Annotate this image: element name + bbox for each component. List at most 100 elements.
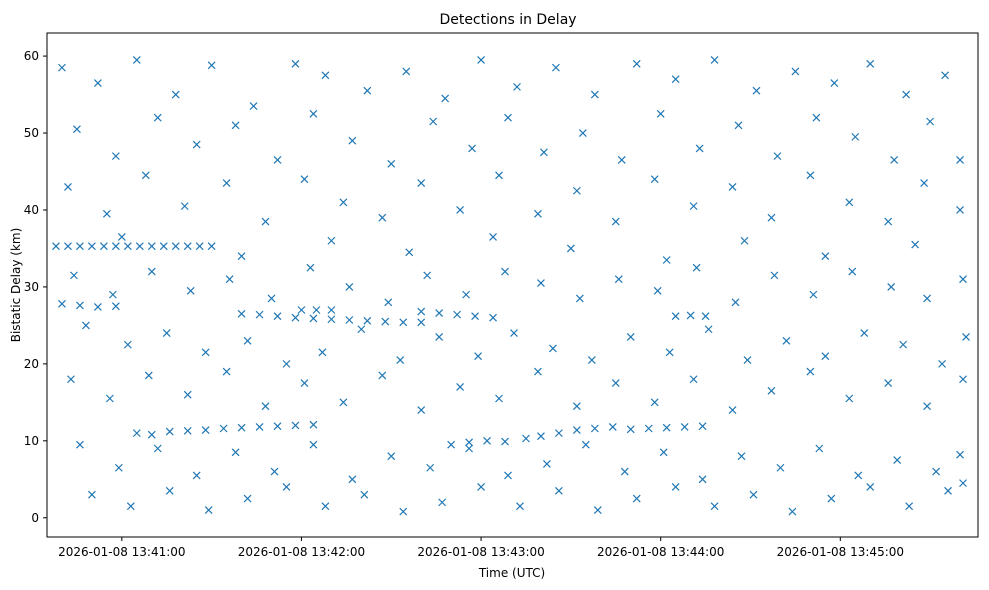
- data-point: [806, 367, 815, 376]
- data-point: [438, 498, 447, 507]
- data-point: [52, 242, 60, 251]
- data-point: [938, 359, 947, 368]
- data-point: [653, 286, 662, 295]
- data-point: [471, 312, 480, 321]
- x-tick-label: 2026-01-08 13:41:00: [58, 545, 185, 559]
- data-point: [554, 486, 563, 495]
- data-point: [689, 375, 698, 384]
- data-point: [884, 379, 893, 388]
- data-point: [701, 312, 710, 321]
- data-point: [501, 267, 509, 276]
- x-tick-label: 2026-01-08 13:44:00: [597, 545, 724, 559]
- data-point: [572, 186, 581, 195]
- data-point: [76, 301, 84, 310]
- data-point: [782, 336, 791, 345]
- data-point: [590, 90, 599, 99]
- data-point: [866, 59, 875, 68]
- data-point: [76, 440, 84, 449]
- data-point: [671, 312, 680, 321]
- data-point: [147, 430, 156, 439]
- data-point: [456, 383, 465, 391]
- data-point: [183, 426, 192, 435]
- data-point: [192, 471, 201, 480]
- data-point: [728, 406, 737, 414]
- data-point: [767, 213, 776, 222]
- data-point: [608, 423, 617, 431]
- data-point: [147, 267, 156, 276]
- data-point: [345, 316, 354, 324]
- data-point: [312, 306, 321, 314]
- data-point: [743, 356, 752, 364]
- data-point: [222, 367, 231, 376]
- data-point: [237, 423, 246, 432]
- data-point: [776, 463, 785, 472]
- data-point: [510, 329, 518, 338]
- data-point: [222, 179, 231, 187]
- data-point: [468, 144, 477, 153]
- data-point: [659, 448, 668, 457]
- data-point: [111, 152, 120, 161]
- data-point: [489, 232, 497, 241]
- data-point: [845, 394, 854, 403]
- data-point: [815, 444, 824, 453]
- data-point: [108, 290, 117, 299]
- y-tick-label: 20: [24, 357, 39, 371]
- data-point: [67, 375, 75, 384]
- data-point: [378, 371, 387, 380]
- data-point: [231, 448, 240, 457]
- data-point: [578, 129, 587, 137]
- data-point: [656, 109, 665, 118]
- data-point: [321, 71, 330, 80]
- x-axis: 2026-01-08 13:41:00 2026-01-08 13:42:00 20…: [58, 537, 904, 559]
- data-point: [495, 394, 503, 403]
- data-point: [144, 371, 153, 380]
- y-tick-label: 50: [24, 126, 39, 140]
- data-point: [426, 463, 435, 472]
- data-point: [537, 432, 545, 441]
- x-axis-label: Time (UTC): [478, 566, 545, 580]
- data-point: [162, 329, 171, 338]
- data-point: [926, 117, 935, 126]
- data-point: [465, 438, 474, 447]
- data-point: [171, 242, 180, 251]
- data-point: [204, 506, 213, 514]
- data-point: [378, 213, 387, 222]
- data-point: [435, 309, 444, 318]
- data-point: [261, 217, 270, 226]
- data-point: [920, 179, 929, 187]
- data-point: [237, 252, 246, 261]
- data-point: [147, 242, 156, 251]
- data-point: [126, 502, 135, 511]
- data-point: [572, 426, 581, 434]
- data-point: [111, 302, 120, 311]
- data-point: [959, 375, 967, 384]
- data-point: [297, 306, 306, 314]
- data-point: [171, 90, 180, 99]
- plot-frame: [46, 32, 979, 538]
- data-point: [183, 390, 192, 399]
- data-point: [911, 240, 920, 249]
- data-point: [611, 379, 620, 388]
- data-point: [291, 59, 300, 68]
- data-point: [495, 171, 503, 180]
- data-point: [752, 86, 761, 95]
- data-point: [123, 242, 132, 251]
- data-point: [809, 290, 818, 299]
- data-point: [749, 490, 758, 499]
- data-point: [477, 56, 485, 64]
- data-point: [905, 502, 914, 511]
- y-tick-label: 40: [24, 203, 39, 217]
- data-point: [249, 102, 258, 111]
- data-point: [93, 79, 102, 87]
- data-point: [99, 242, 108, 251]
- data-point: [73, 125, 81, 134]
- data-point: [671, 75, 680, 84]
- data-point: [243, 336, 252, 345]
- data-point: [680, 423, 689, 431]
- data-point: [402, 67, 411, 76]
- data-point: [384, 298, 393, 307]
- data-point: [345, 282, 354, 291]
- data-point: [225, 275, 234, 284]
- data-point: [516, 502, 524, 511]
- data-point: [387, 452, 396, 461]
